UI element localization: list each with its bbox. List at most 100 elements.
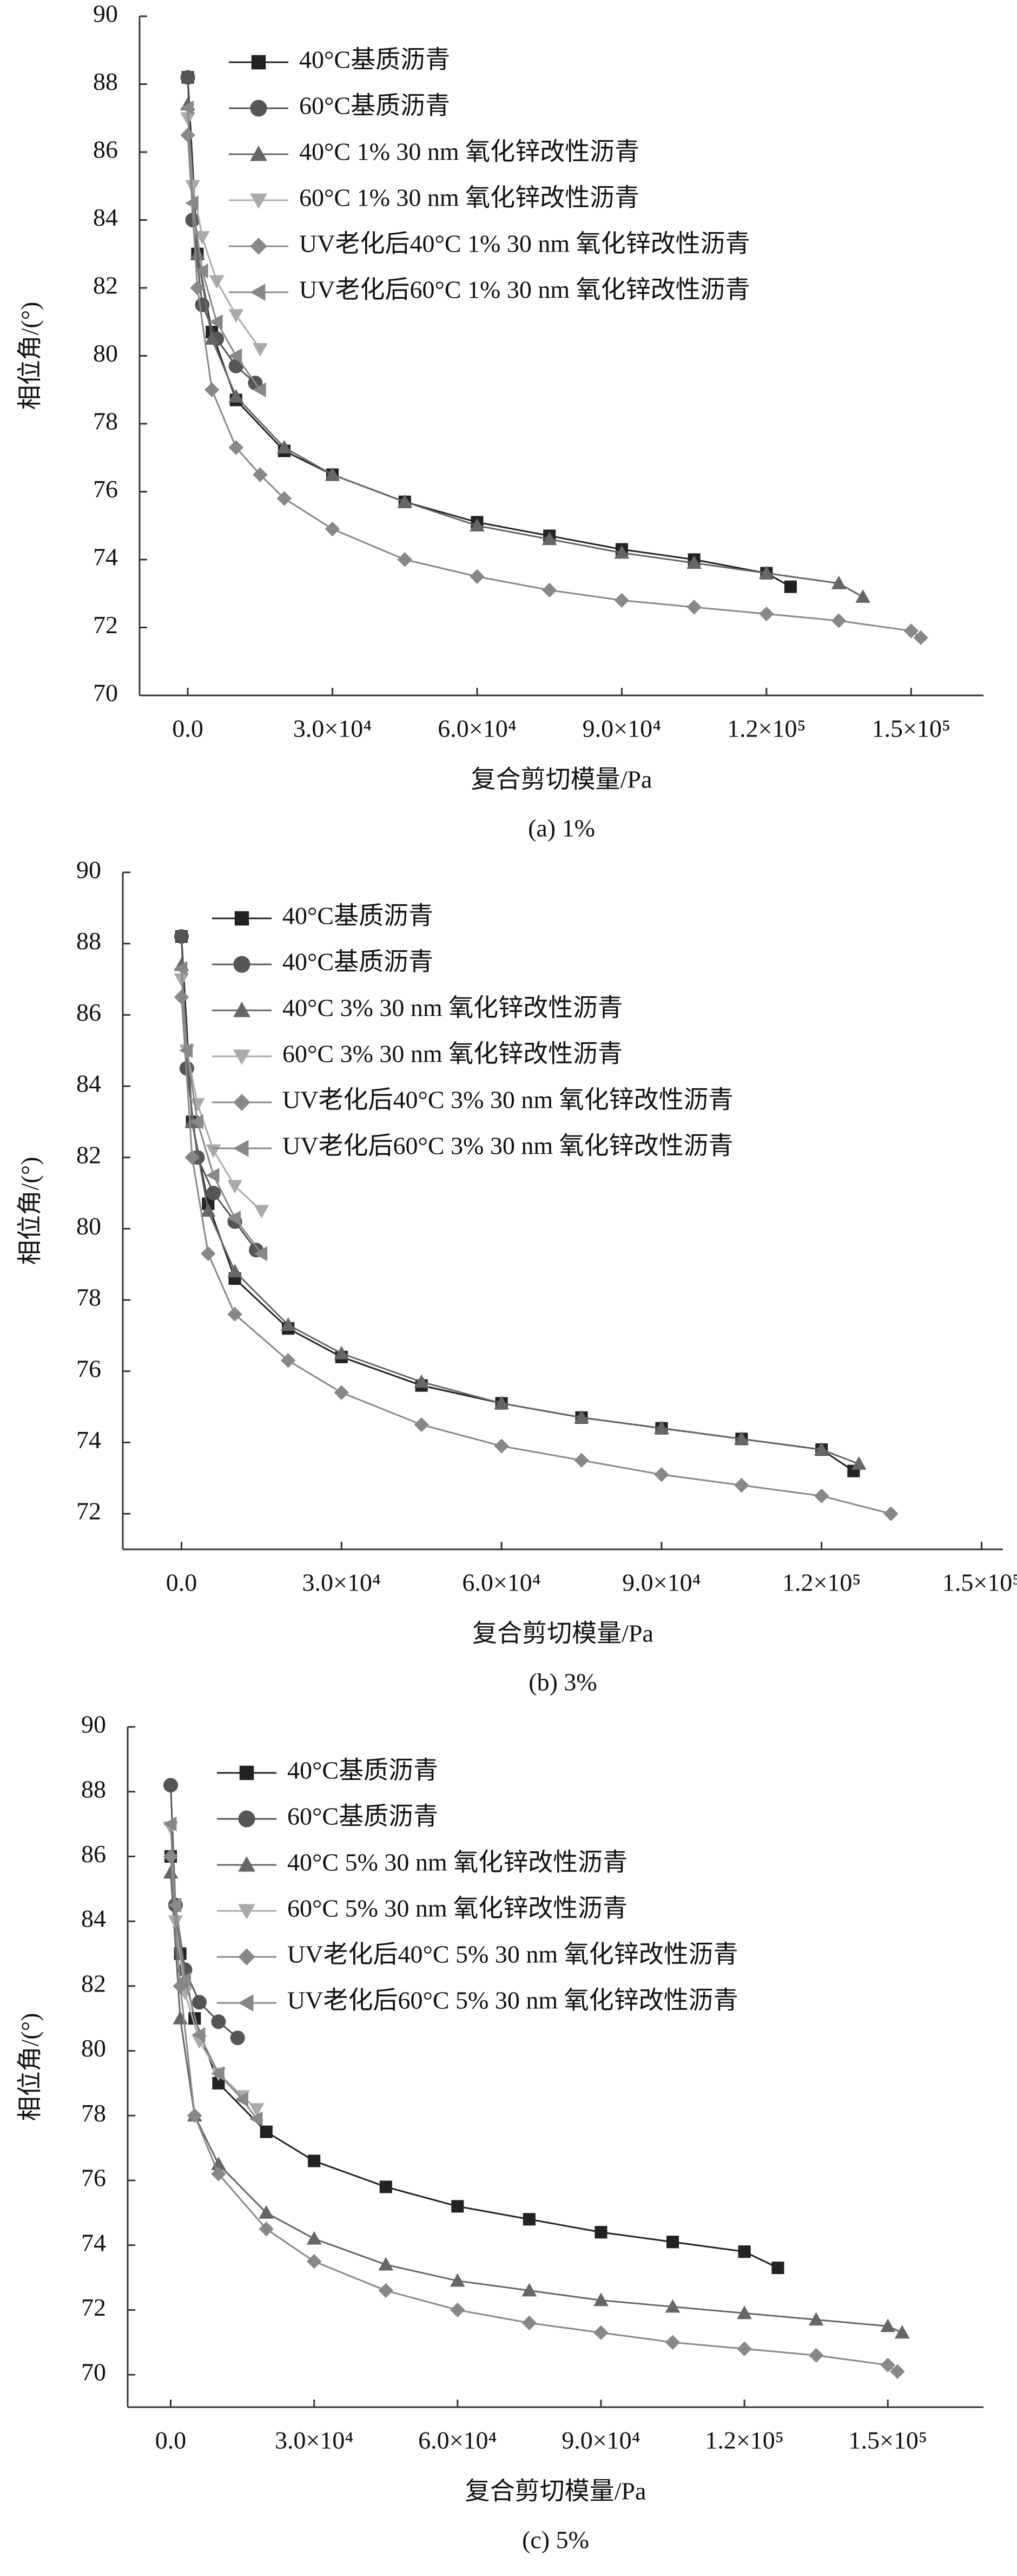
legend-label: UV老化后60°C 1% 30 nm 氧化锌改性沥青: [299, 276, 750, 304]
legend-marker: [234, 911, 249, 926]
x-tick-label: 1.2×10⁵: [727, 715, 805, 742]
marker: [163, 1865, 179, 1879]
marker: [194, 263, 208, 279]
marker: [211, 2166, 226, 2181]
marker: [855, 589, 870, 603]
legend-label: UV老化后40°C 5% 30 nm 氧化锌改性沥青: [287, 1941, 738, 1968]
legend-label: 60°C 3% 30 nm 氧化锌改性沥青: [282, 1040, 623, 1068]
legend-marker: [251, 55, 266, 70]
marker: [913, 630, 928, 646]
y-tick-label: 72: [81, 2294, 106, 2321]
marker: [665, 2335, 681, 2350]
marker: [883, 1506, 899, 1521]
y-tick-label: 74: [81, 2229, 106, 2256]
x-axis-title: 复合剪切模量/Pa: [471, 766, 652, 793]
marker: [814, 1442, 829, 1456]
x-tick-label: 3.0×10⁴: [293, 715, 372, 742]
y-tick-label: 90: [76, 856, 101, 884]
marker: [414, 1374, 430, 1388]
y-tick-label: 88: [76, 927, 101, 955]
legend-marker: [250, 145, 267, 161]
marker: [614, 593, 630, 608]
marker: [191, 2027, 206, 2042]
marker: [759, 606, 774, 622]
legend-label: 60°C基质沥青: [299, 92, 450, 120]
marker: [204, 331, 220, 345]
y-tick-label: 72: [76, 1497, 101, 1525]
marker: [734, 1431, 749, 1445]
marker: [230, 2030, 245, 2046]
y-tick-label: 80: [93, 339, 118, 367]
marker: [179, 1043, 193, 1059]
series-line: [180, 968, 262, 1254]
legend-label: 60°C基质沥青: [287, 1803, 438, 1830]
marker: [734, 1477, 749, 1493]
x-tick-label: 9.0×10⁴: [622, 1569, 701, 1596]
marker: [397, 494, 413, 508]
y-tick-label: 78: [76, 1284, 101, 1311]
legend-label: 40°C 5% 30 nm 氧化锌改性沥青: [287, 1849, 628, 1876]
marker: [593, 2292, 609, 2306]
legend-marker: [237, 1994, 254, 2012]
marker: [185, 180, 200, 194]
legend-marker: [239, 1765, 254, 1780]
marker: [174, 989, 189, 1005]
marker: [204, 382, 220, 397]
marker: [890, 2364, 905, 2379]
y-tick-label: 86: [76, 998, 101, 1026]
marker: [666, 2236, 679, 2249]
marker: [227, 1210, 241, 1226]
legend-label: 60°C 1% 30 nm 氧化锌改性沥青: [299, 184, 639, 212]
marker: [306, 2231, 322, 2245]
marker: [259, 2222, 274, 2237]
marker: [206, 1144, 221, 1158]
marker: [334, 1345, 349, 1359]
marker: [738, 2245, 751, 2258]
marker: [253, 467, 268, 482]
marker: [414, 1417, 429, 1432]
y-tick-label: 80: [76, 1212, 101, 1240]
marker: [808, 2348, 824, 2363]
marker: [163, 1849, 179, 1864]
marker: [308, 2154, 321, 2167]
marker: [276, 491, 292, 506]
marker: [227, 1264, 242, 1278]
y-tick-label: 74: [93, 543, 118, 571]
legend-marker: [249, 284, 266, 301]
marker: [180, 100, 194, 116]
marker: [235, 2092, 249, 2107]
marker: [831, 575, 847, 589]
legend-label: UV老化后40°C 3% 30 nm 氧化锌改性沥青: [282, 1086, 734, 1114]
marker: [378, 2283, 393, 2298]
marker: [190, 1098, 205, 1112]
marker: [814, 1488, 829, 1503]
caption: (a) 1%: [528, 814, 595, 842]
marker: [334, 1385, 349, 1401]
marker: [521, 2283, 537, 2297]
marker: [254, 1205, 269, 1219]
marker: [470, 569, 485, 584]
x-tick-label: 9.0×10⁴: [562, 2427, 640, 2454]
x-tick-label: 1.2×10⁵: [782, 1569, 861, 1596]
marker: [737, 2341, 752, 2356]
marker: [252, 382, 266, 398]
x-tick-label: 1.5×10⁵: [848, 2427, 927, 2454]
legend-marker: [238, 1856, 255, 1872]
marker: [450, 2273, 465, 2287]
y-tick-label: 88: [81, 1775, 106, 1803]
x-tick-label: 0.0: [166, 1569, 197, 1596]
marker: [190, 1114, 203, 1129]
x-axis-title: 复合剪切模量/Pa: [465, 2478, 646, 2505]
y-tick-label: 76: [93, 475, 118, 503]
marker: [831, 613, 847, 628]
legend-label: UV老化后60°C 3% 30 nm 氧化锌改性沥青: [282, 1132, 734, 1160]
caption: (b) 3%: [529, 1668, 597, 1696]
marker: [903, 623, 919, 639]
marker: [494, 1396, 509, 1409]
marker: [195, 231, 210, 245]
marker: [209, 275, 224, 289]
marker: [280, 1353, 296, 1368]
marker: [228, 440, 243, 455]
marker: [325, 521, 340, 537]
marker: [494, 1438, 509, 1454]
